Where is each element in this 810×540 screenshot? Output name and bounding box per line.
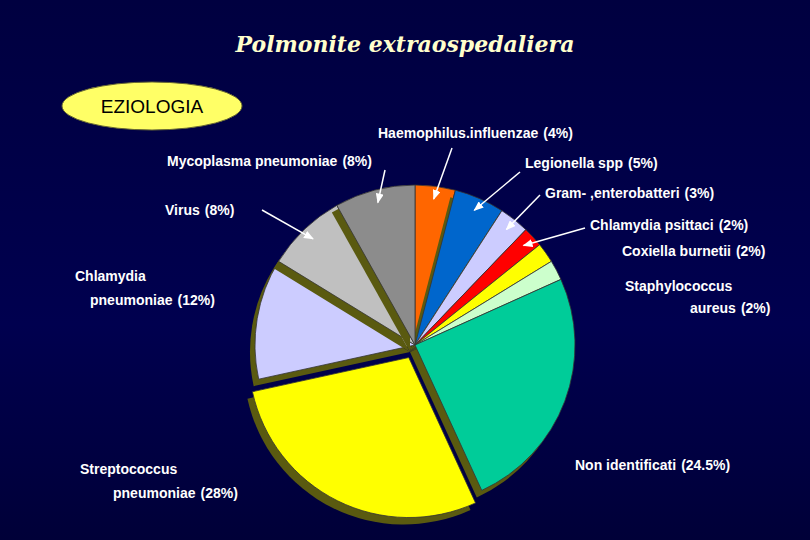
title: Polmonite extraospedaliera <box>235 31 575 57</box>
slice-label: Staphylococcus <box>625 278 733 294</box>
slice-label-name: Virus <box>165 202 200 218</box>
pie-slice <box>337 185 415 345</box>
slice-label: aureus (2%) <box>690 300 770 316</box>
labels: Haemophilus.influenzae (4%) Legionella spp… <box>75 125 770 501</box>
label-arrow <box>378 170 385 203</box>
slice-value: (2%) <box>719 217 749 233</box>
subtitle: EZIOLOGIA <box>101 96 204 117</box>
slice-value: (24.5%) <box>681 457 730 473</box>
slice-label-name: aureus <box>690 300 736 316</box>
slice-value: (3%) <box>685 185 715 201</box>
slice-value: (12%) <box>177 292 214 308</box>
slice-label-name: Non identificati <box>575 457 676 473</box>
label-arrow <box>524 228 585 246</box>
slice-label: Chlamydia psittaci (2%) <box>590 217 748 233</box>
slice-label-name: Gram- ,enterobatteri <box>545 185 680 201</box>
pie-slice <box>252 358 475 518</box>
slice-label: Streptococcus <box>80 461 177 477</box>
slice-label-name: Mycoplasma pneumoniae <box>167 153 338 169</box>
chart: Polmonite extraospedaliera EZIOLOGIA Haemo… <box>0 0 810 540</box>
subtitle-badge <box>62 82 242 130</box>
slice-label-name: Chlamydia psittaci <box>590 217 714 233</box>
slice-label: Haemophilus.influenzae (4%) <box>378 125 573 141</box>
slice-label-name: pneumoniae <box>90 292 173 308</box>
slice-label: pneumoniae(12%) <box>90 292 215 308</box>
slice-label: Mycoplasma pneumoniae(8%) <box>167 153 372 169</box>
slice-value: (8%) <box>342 153 372 169</box>
slice-value: (2%) <box>741 300 771 316</box>
label-arrow <box>506 195 540 230</box>
slice-value: (4%) <box>543 125 573 141</box>
slice-label: Gram- ,enterobatteri (3%) <box>545 185 714 201</box>
slice-value: (8%) <box>205 202 235 218</box>
slice-value: (2%) <box>736 243 766 259</box>
slice-label: Chlamydia <box>75 268 146 284</box>
label-arrow <box>474 172 520 210</box>
slice-label: Legionella spp (5%) <box>525 155 658 171</box>
slice-label: Non identificati (24.5%) <box>575 457 730 473</box>
label-arrow <box>262 210 313 239</box>
slice-label-name: Haemophilus.influenzae <box>378 125 538 141</box>
slice-value: (28%) <box>200 485 237 501</box>
pie <box>247 185 575 525</box>
slice-label-name: Legionella spp <box>525 155 623 171</box>
slice-label: Coxiella burnetii (2%) <box>622 243 765 259</box>
slice-label-name: pneumoniae <box>113 485 196 501</box>
label-arrow <box>434 148 452 199</box>
slice-value: (5%) <box>628 155 658 171</box>
slice-label-name: Coxiella burnetii <box>622 243 731 259</box>
slice-label: pneumoniae(28%) <box>113 485 238 501</box>
slice-label: Virus (8%) <box>165 202 234 218</box>
